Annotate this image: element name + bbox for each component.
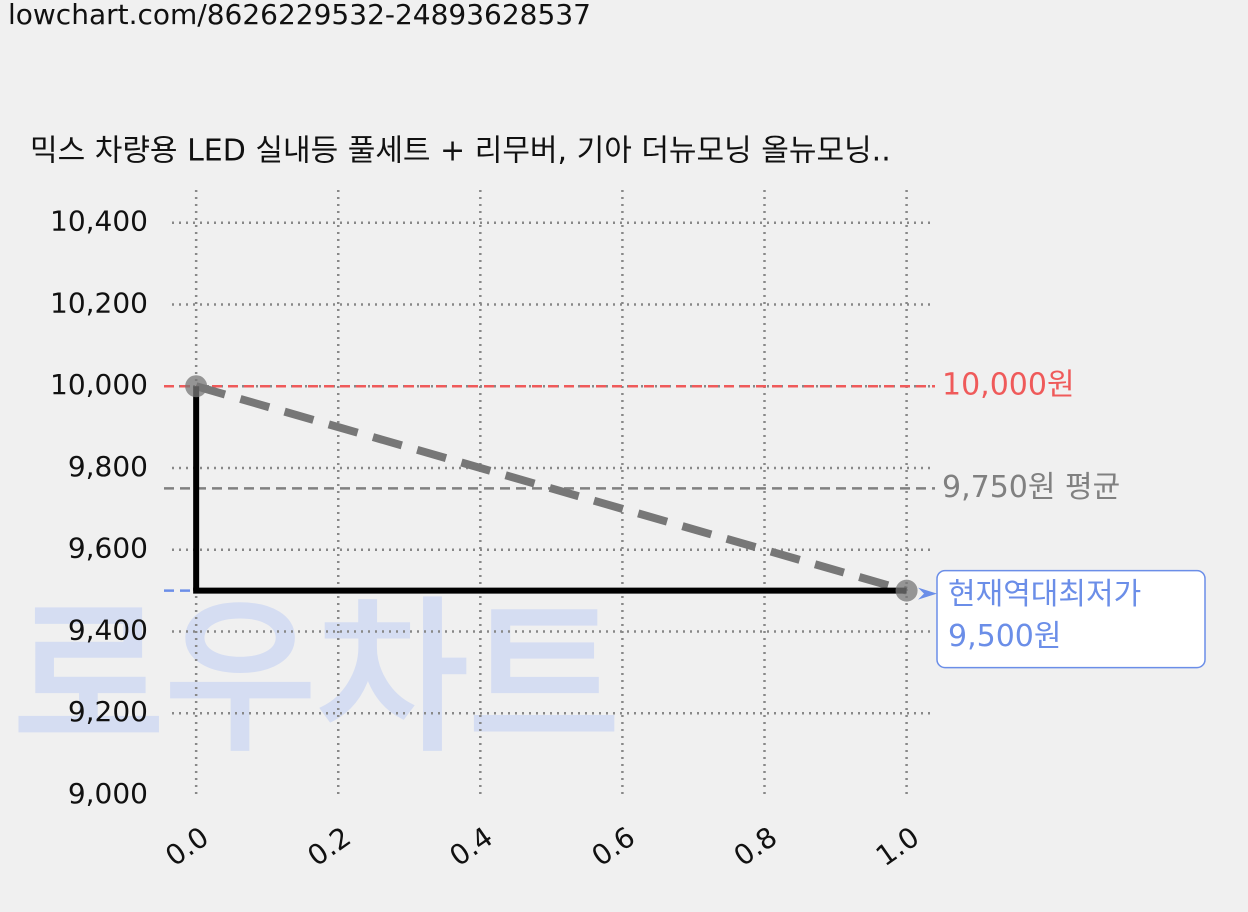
y-tick-label: 10,200 — [50, 286, 148, 319]
annotation-label: 9,500원 — [948, 619, 1061, 654]
y-tick-label: 10,000 — [50, 368, 148, 401]
y-tick-label: 9,000 — [68, 777, 148, 810]
y-tick-label: 9,200 — [68, 695, 148, 728]
trend-line — [195, 382, 908, 595]
y-tick-label: 9,800 — [68, 450, 148, 483]
chart-title: 믹스 차량용 LED 실내등 풀세트 + 리무버, 기아 더뉴모닝 올뉴모닝.. — [30, 134, 891, 169]
reference-label: 9,750원 평균 — [942, 470, 1120, 505]
point — [895, 579, 918, 602]
point — [185, 375, 208, 398]
page-url: lowchart.com/8626229532-24893628537 — [8, 0, 591, 31]
watermark: 로우차트 — [13, 582, 620, 774]
annotation-arrow — [918, 587, 937, 600]
annotation-box — [936, 569, 1206, 669]
y-tick-label: 9,400 — [68, 613, 148, 646]
y-tick-label: 9,600 — [68, 532, 148, 565]
reference-label: 10,000원 — [942, 368, 1075, 403]
annotation-label: 현재역대최저가 — [948, 577, 1141, 612]
y-tick-label: 10,400 — [50, 205, 148, 238]
